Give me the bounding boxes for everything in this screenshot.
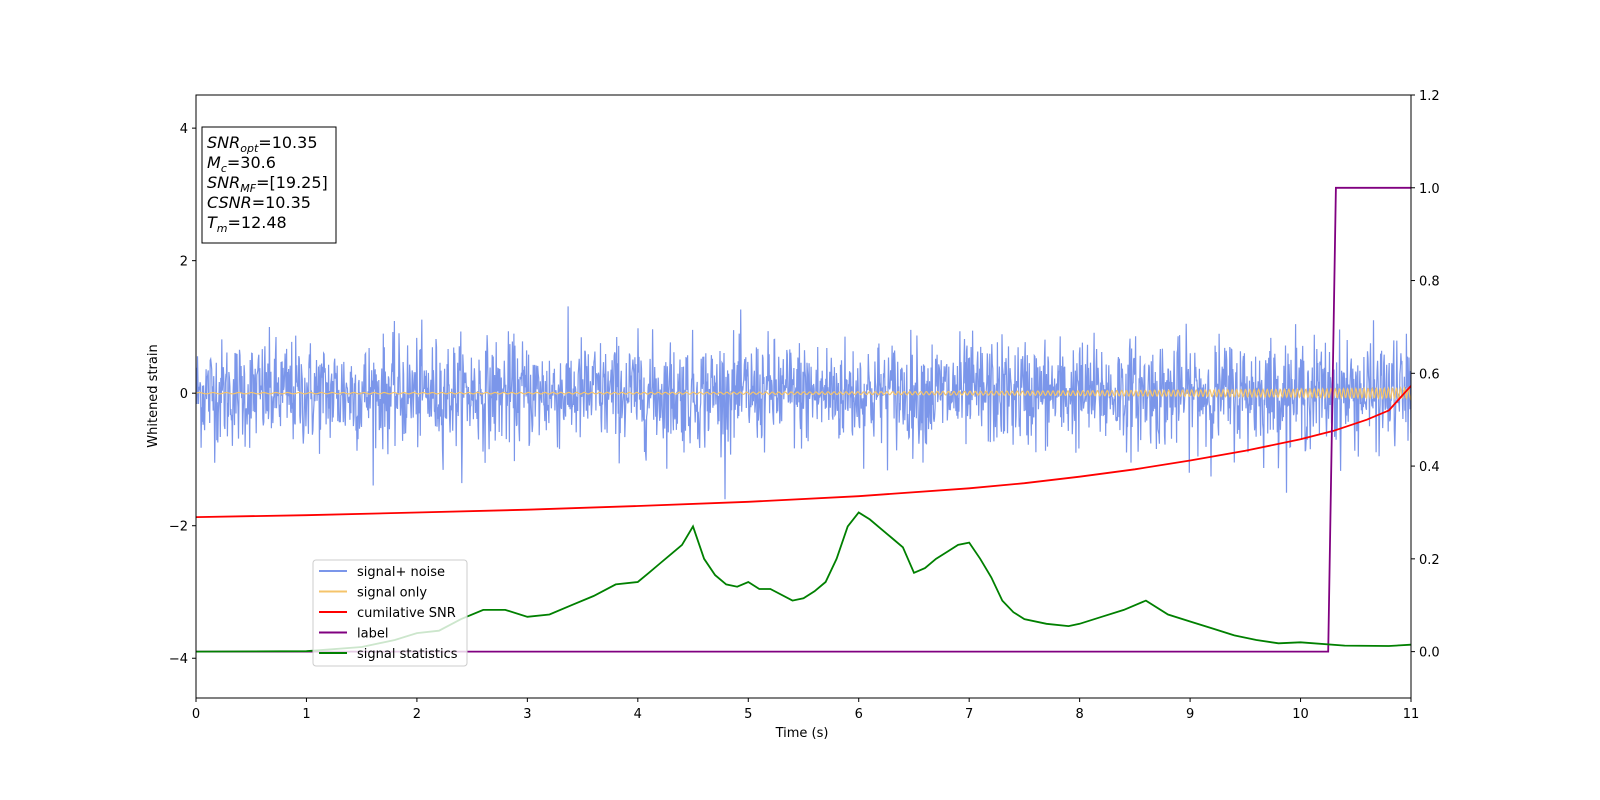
x-tick-label: 6 — [855, 707, 863, 722]
y-tick-label: −4 — [169, 652, 188, 667]
series-cumilative-snr — [196, 385, 1411, 518]
x-tick-label: 8 — [1075, 707, 1083, 722]
y-tick-label: 2 — [180, 255, 188, 270]
legend-label: signal+ noise — [357, 565, 445, 580]
y-tick-label: 0 — [180, 387, 188, 402]
legend-frame — [312, 559, 468, 667]
y2-tick-label: 0.2 — [1419, 553, 1440, 568]
info-line: Tm=12.48 — [207, 213, 287, 235]
series-signal-noise — [196, 306, 1411, 500]
y2-tick-label: 0.6 — [1419, 367, 1440, 382]
plot-area — [196, 186, 1411, 653]
info-line: Mc=30.6 — [207, 153, 276, 175]
x-tick-label: 4 — [634, 707, 642, 722]
y2-tick-label: 1.0 — [1419, 182, 1440, 197]
y2-tick-label: 0.0 — [1419, 646, 1440, 661]
series-layer — [196, 186, 1411, 653]
y-axis-left: −4 −2 0 2 4 — [169, 122, 196, 667]
series-signal-only — [196, 385, 1411, 401]
legend-label: label — [357, 627, 388, 642]
y2-tick-label: 1.2 — [1419, 89, 1440, 104]
series-line — [196, 385, 1411, 518]
x-axis: 0 1 2 3 4 5 6 7 8 9 10 11 — [192, 698, 1419, 722]
x-tick-label: 7 — [965, 707, 973, 722]
y-axis-right: 0.0 0.2 0.4 0.6 0.8 1.0 1.2 — [1411, 89, 1440, 661]
series-line — [196, 511, 1411, 653]
y2-tick-label: 0.8 — [1419, 275, 1440, 290]
info-box-frame — [201, 126, 337, 244]
legend-label: cumilative SNR — [357, 606, 456, 621]
legend-label: signal statistics — [357, 647, 458, 662]
x-tick-label: 2 — [413, 707, 421, 722]
x-tick-label: 3 — [523, 707, 531, 722]
x-axis-label: Time (s) — [775, 726, 829, 741]
y2-tick-label: 0.4 — [1419, 460, 1440, 475]
plot-frame — [195, 94, 1412, 699]
series-label — [196, 186, 1411, 653]
x-tick-label: 9 — [1186, 707, 1194, 722]
series-signal-statistics — [196, 511, 1411, 653]
y-tick-label: 4 — [180, 122, 188, 137]
info-line: SNRopt=10.35 — [207, 133, 318, 155]
x-tick-label: 5 — [744, 707, 752, 722]
y-tick-label: −2 — [169, 520, 188, 535]
info-line: CSNR=10.35 — [207, 193, 311, 212]
x-tick-label: 10 — [1292, 707, 1309, 722]
info-line: SNRMF=[19.25] — [207, 173, 328, 195]
x-tick-label: 1 — [302, 707, 310, 722]
y-axis-label: Whitened strain — [146, 344, 161, 447]
info-box: SNRopt=10.35Mc=30.6SNRMF=[19.25]CSNR=10.… — [201, 126, 337, 244]
legend: signal+ noise signal only cumilative SNR la… — [312, 559, 468, 667]
series-line — [196, 385, 1411, 401]
series-line — [196, 306, 1411, 500]
x-tick-label: 11 — [1403, 707, 1420, 722]
series-line — [196, 186, 1411, 653]
x-tick-label: 0 — [192, 707, 200, 722]
legend-label: signal only — [357, 586, 427, 601]
